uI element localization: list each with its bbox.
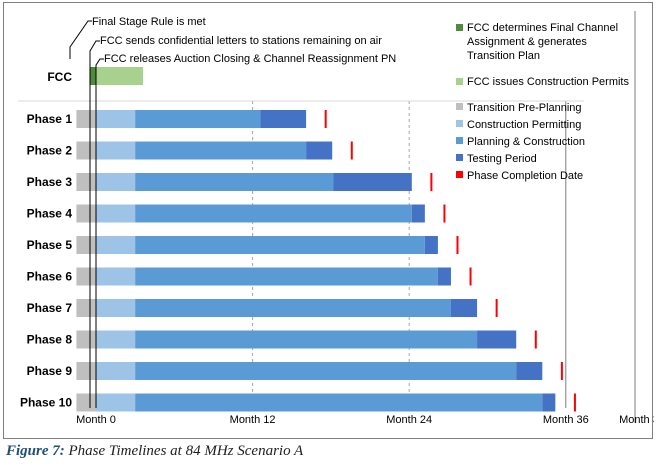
- phase-label-1: Phase 1: [27, 112, 73, 126]
- phase-3-segment-testing-period: [333, 173, 412, 191]
- phase-10-segment-planning-construction: [135, 393, 543, 412]
- phase-9-segment-testing-period: [516, 362, 543, 380]
- phase-8-completion-marker: [534, 330, 537, 349]
- legend-top-label-1-line-1: FCC determines Final Channel: [467, 22, 618, 34]
- phase-9-segment-transition-pre-planning: [76, 362, 96, 380]
- figure-caption: Figure 7: Phase Timelines at 84 MHz Scen…: [6, 443, 303, 460]
- x-tick-label-month-12: Month 12: [230, 414, 276, 426]
- phase-7-segment-planning-construction: [135, 299, 451, 317]
- phase-2-segment-transition-pre-planning: [76, 141, 96, 160]
- fcc-construction-permits-bar: [96, 67, 143, 85]
- phase-1-segment-construction-permitting: [96, 110, 136, 128]
- chart-frame: FCC Phase 1 Phase 2 Phase 3 Phase 4 Phase 5 Ph…: [3, 2, 654, 439]
- phase-7-segment-transition-pre-planning: [76, 299, 96, 317]
- phase-label-6: Phase 6: [27, 270, 73, 284]
- legend-label-construction-permitting: Construction Permitting: [467, 119, 581, 131]
- legend-swatch-testing-period: [456, 154, 463, 161]
- phase-4-segment-planning-construction: [135, 204, 412, 223]
- legend-top-label-1: FCC determines Final Channel Assignment &…: [467, 22, 618, 62]
- phase-label-3: Phase 3: [27, 175, 73, 189]
- phase-label-4: Phase 4: [27, 207, 73, 221]
- phase-label-7: Phase 7: [27, 301, 73, 315]
- legend-label-planning-construction: Planning & Construction: [467, 136, 585, 148]
- phase-7-segment-testing-period: [450, 299, 478, 317]
- phase-label-5: Phase 5: [27, 238, 73, 252]
- annotation-confidential-letters: FCC sends confidential letters to statio…: [100, 35, 382, 47]
- legend-label-testing-period: Testing Period: [467, 153, 537, 165]
- phase-6-segment-transition-pre-planning: [76, 267, 96, 286]
- phase-timeline-chart: FCC Phase 1 Phase 2 Phase 3 Phase 4 Phase 5 Ph…: [18, 11, 654, 426]
- legend-label-transition-pre-planning: Transition Pre-Planning: [467, 102, 582, 114]
- phase-1-segment-transition-pre-planning: [76, 110, 96, 128]
- phase-10-segment-construction-permitting: [96, 393, 136, 412]
- phase-3-segment-transition-pre-planning: [76, 173, 96, 191]
- phase-6-completion-marker: [469, 267, 472, 286]
- phase-5-segment-planning-construction: [135, 236, 425, 254]
- phase-1-segment-testing-period: [260, 110, 307, 128]
- phase-label-9: Phase 9: [27, 364, 73, 378]
- phase-3-segment-construction-permitting: [96, 173, 136, 191]
- annotation-leader-auction-closing: [95, 58, 104, 408]
- phase-label-10: Phase 10: [20, 396, 72, 410]
- phase-10-completion-marker: [573, 393, 576, 412]
- phase-3-completion-marker: [430, 173, 433, 191]
- legend-label-phase-completion-date: Phase Completion Date: [467, 170, 583, 182]
- phase-4-completion-marker: [443, 204, 446, 223]
- x-tick-label-month-24: Month 24: [386, 414, 432, 426]
- phase-8-segment-transition-pre-planning: [76, 330, 96, 349]
- annotation-final-stage: Final Stage Rule is met: [92, 16, 206, 28]
- phase-9-segment-construction-permitting: [96, 362, 136, 380]
- phase-2-segment-construction-permitting: [96, 141, 136, 160]
- phase-5-segment-testing-period: [424, 236, 438, 254]
- legend-top-swatch-2: [456, 78, 463, 85]
- legend-swatch-construction-permitting: [456, 120, 463, 127]
- phase-2-segment-planning-construction: [135, 141, 307, 160]
- phase-8-segment-construction-permitting: [96, 330, 136, 349]
- legend-top-swatch-1: [456, 24, 463, 31]
- phase-1-completion-marker: [324, 110, 327, 128]
- fcc-row-label: FCC: [47, 70, 72, 84]
- x-tick-label-month-39: Month 39: [619, 414, 654, 426]
- phase-4-segment-construction-permitting: [96, 204, 136, 223]
- phase-4-segment-transition-pre-planning: [76, 204, 96, 223]
- phase-8-segment-testing-period: [477, 330, 517, 349]
- legend-top-label-1-line-3: Transition Plan: [467, 50, 540, 62]
- phase-label-2: Phase 2: [27, 144, 73, 158]
- caption-text: Phase Timelines at 84 MHz Scenario A: [64, 443, 304, 459]
- annotation-auction-closing: FCC releases Auction Closing & Channel R…: [104, 53, 396, 65]
- legend-top-label-2-line-1: FCC issues Construction Permits: [467, 76, 629, 88]
- phase-6-segment-construction-permitting: [96, 267, 136, 286]
- legend-swatch-planning-construction: [456, 137, 463, 144]
- legend-top-label-1-line-2: Assignment & generates: [467, 36, 587, 48]
- annotation-leader-final-stage: [69, 20, 92, 59]
- x-tick-label-month-36: Month 36: [543, 414, 589, 426]
- phase-2-completion-marker: [350, 141, 353, 160]
- phase-8-segment-planning-construction: [135, 330, 478, 349]
- fcc-final-assignment-bar: [89, 67, 96, 85]
- phase-10-segment-testing-period: [542, 393, 556, 412]
- phase-2-segment-testing-period: [306, 141, 333, 160]
- phase-6-segment-planning-construction: [135, 267, 438, 286]
- phase-5-segment-construction-permitting: [96, 236, 136, 254]
- phase-label-8: Phase 8: [27, 333, 73, 347]
- phase-6-segment-testing-period: [437, 267, 451, 286]
- phase-5-segment-transition-pre-planning: [76, 236, 96, 254]
- phase-7-completion-marker: [495, 299, 498, 317]
- legend-top-label-2: FCC issues Construction Permits: [467, 76, 629, 88]
- phase-9-completion-marker: [560, 362, 563, 380]
- annotation-leader-confidential-letters: [89, 40, 100, 408]
- phase-9-segment-planning-construction: [135, 362, 517, 380]
- phase-10-segment-transition-pre-planning: [76, 393, 96, 412]
- phase-5-completion-marker: [456, 236, 459, 254]
- legend-swatch-transition-pre-planning: [456, 103, 463, 110]
- caption-label: Figure 7:: [6, 443, 65, 459]
- phase-7-segment-construction-permitting: [96, 299, 136, 317]
- x-tick-label-month-0: Month 0: [76, 414, 116, 426]
- legend-swatch-phase-completion-date: [456, 171, 463, 178]
- phase-4-segment-testing-period: [411, 204, 425, 223]
- phase-3-segment-planning-construction: [135, 173, 334, 191]
- phase-1-segment-planning-construction: [135, 110, 261, 128]
